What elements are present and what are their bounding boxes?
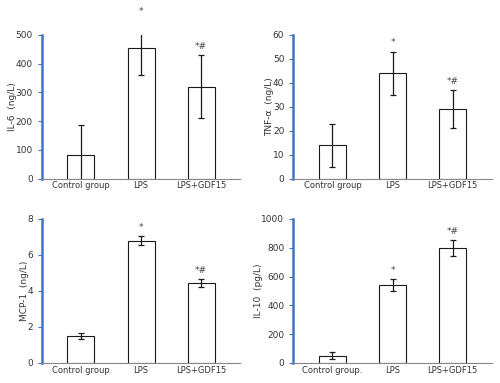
Text: *#: *# — [446, 77, 458, 86]
Bar — [68, 336, 94, 363]
Bar — [379, 73, 406, 179]
Bar — [379, 285, 406, 363]
Text: *: * — [139, 223, 143, 232]
Bar — [319, 145, 346, 179]
Text: *#: *# — [195, 265, 207, 275]
Text: *: * — [390, 38, 395, 47]
Y-axis label: MCP-1  (ng/L): MCP-1 (ng/L) — [20, 261, 29, 321]
Bar — [128, 241, 154, 363]
Text: *#: *# — [446, 226, 458, 236]
Bar — [188, 87, 214, 179]
Text: *: * — [390, 266, 395, 275]
Bar — [68, 155, 94, 179]
Y-axis label: IL-10  (pg/L): IL-10 (pg/L) — [254, 264, 263, 318]
Bar — [128, 48, 154, 179]
Y-axis label: IL-6  (ng/L): IL-6 (ng/L) — [8, 82, 18, 131]
Bar — [439, 109, 466, 179]
Bar — [188, 283, 214, 363]
Text: *: * — [139, 7, 143, 16]
Bar — [439, 248, 466, 363]
Text: *#: *# — [195, 42, 207, 51]
Bar — [319, 356, 346, 363]
Y-axis label: TNF-α  (ng/L): TNF-α (ng/L) — [266, 77, 274, 136]
